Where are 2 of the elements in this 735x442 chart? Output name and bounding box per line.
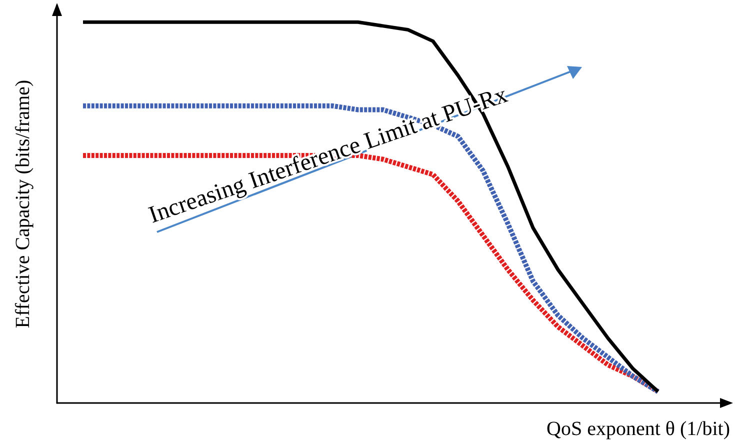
x-axis-title: QoS exponent θ (1/bit) (546, 418, 730, 440)
y-axis-title: Effective Capacity (bits/frame) (12, 80, 34, 328)
